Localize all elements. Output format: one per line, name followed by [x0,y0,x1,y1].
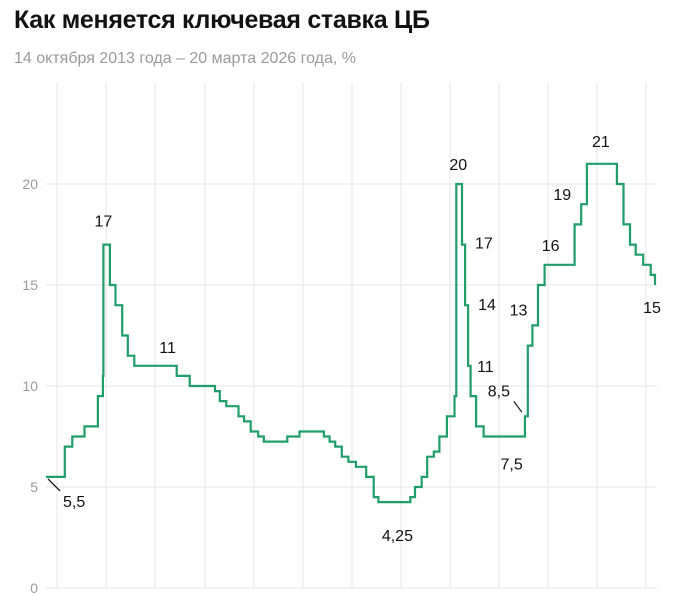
data-label: 5,5 [63,494,85,511]
data-label: 7,5 [500,457,522,474]
data-label: 15 [643,300,661,317]
y-tick-label: 5 [30,479,38,495]
data-label: 13 [510,302,528,319]
y-tick-label: 10 [22,378,38,394]
y-tick-label: 0 [30,580,38,596]
rate-line [46,162,657,504]
data-label: 14 [478,297,496,314]
chart-title: Как меняется ключевая ставка ЦБ [14,6,430,34]
data-label: 21 [592,134,610,151]
data-label: 17 [475,236,493,253]
data-label: 19 [553,187,571,204]
data-label: 11 [477,359,494,376]
data-label: 8,5 [488,383,510,400]
y-tick-label: 20 [22,176,38,192]
chart-subtitle: 14 октября 2013 года – 20 марта 2026 год… [14,50,356,67]
data-label: 16 [542,238,560,255]
data-label: 17 [95,214,113,231]
data-label: 4,25 [382,528,413,545]
annotation-leader [47,478,61,492]
annotation-leader [513,400,523,413]
data-label: 11 [159,340,176,357]
y-tick-label: 15 [22,277,38,293]
data-label: 20 [449,157,467,174]
